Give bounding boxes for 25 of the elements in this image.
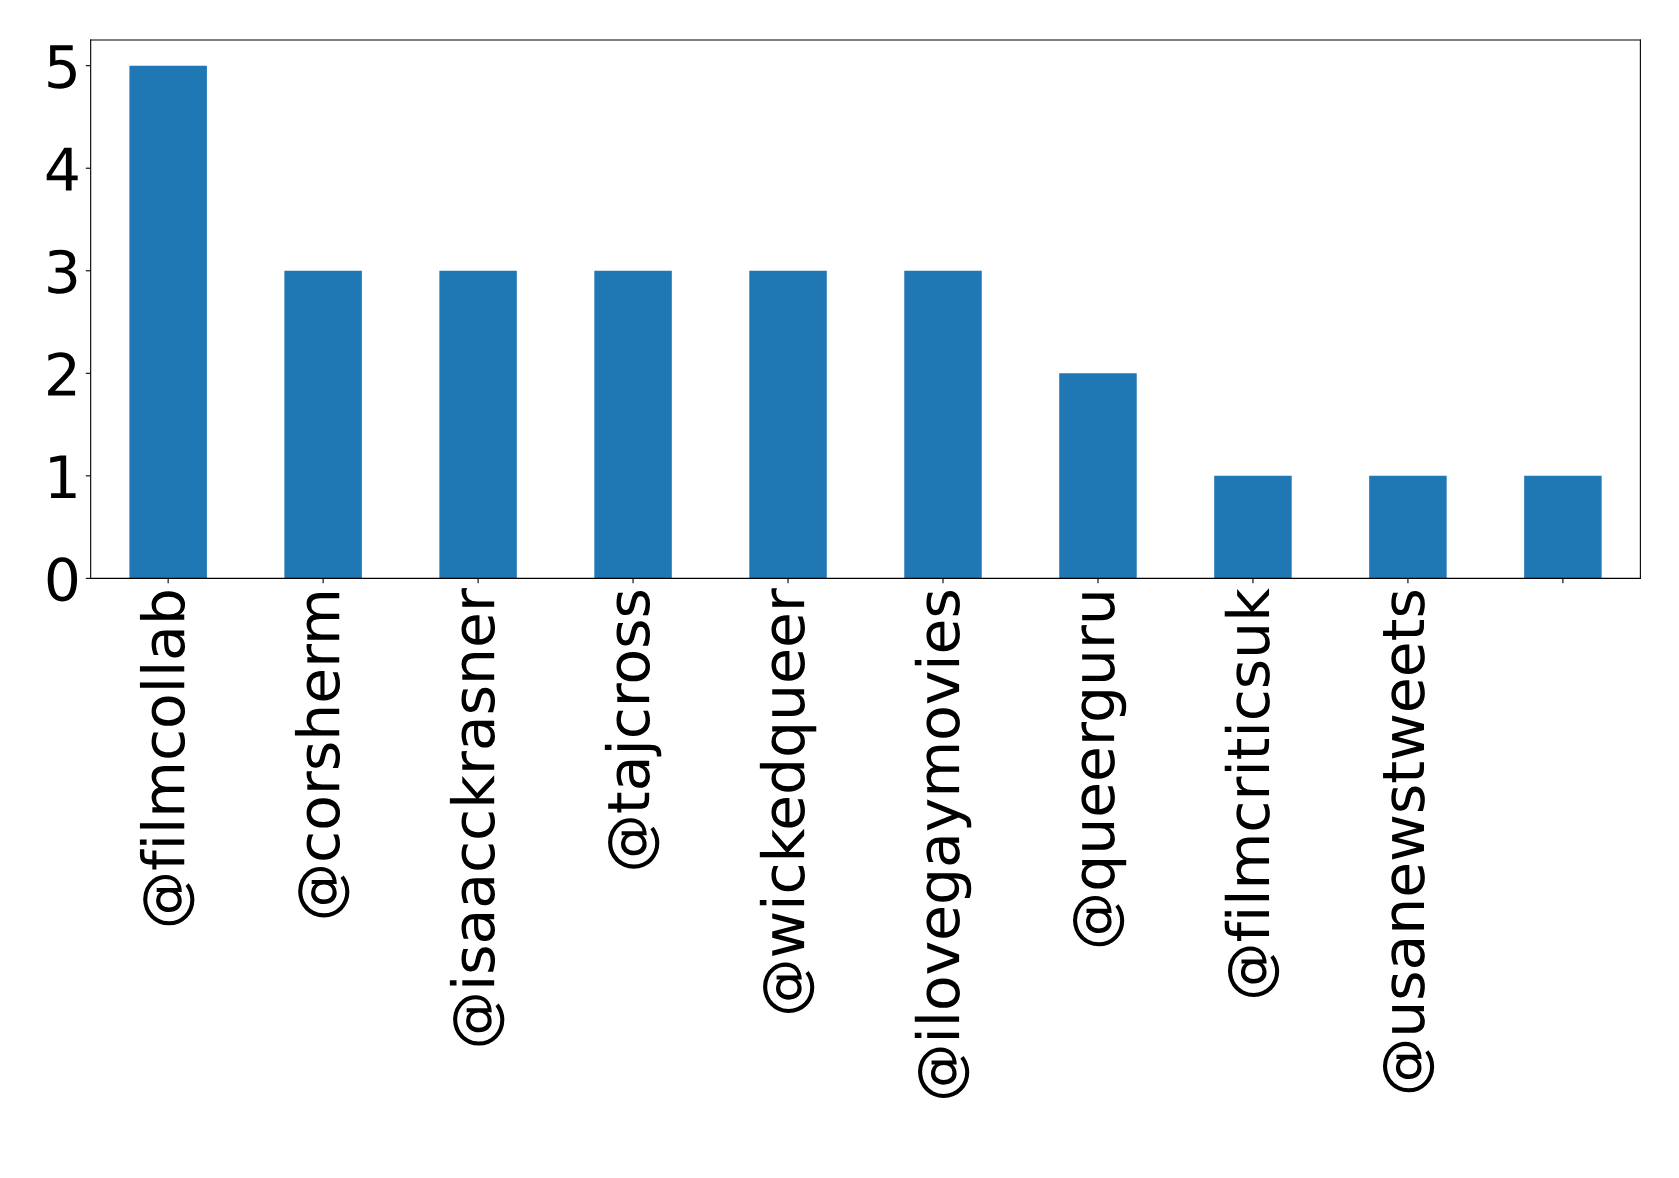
y-tick-label: 2: [48, 352, 76, 396]
x-tick-label: @corsherm: [294, 593, 350, 918]
y-tick-label: 3: [48, 249, 77, 294]
x-tick-label: @ilovegaymovies: [914, 590, 972, 1098]
y-tick-label: 1: [50, 455, 76, 499]
bar: [749, 270, 827, 579]
bar: [1059, 373, 1137, 579]
x-tick-label: @tajcross: [604, 590, 662, 869]
bar: [129, 65, 207, 579]
x-tick-label: @usanewstweets: [1382, 590, 1435, 1093]
x-tick-label: @queerguru: [1073, 593, 1127, 947]
bar: [284, 270, 362, 579]
x-tick-label: @isaacckrasner: [449, 588, 505, 1046]
x-tick-label: @filmcollab: [139, 591, 195, 926]
bar: [594, 270, 672, 579]
bar: [1214, 475, 1292, 579]
bar: [1524, 475, 1602, 579]
y-tick-label: 0: [47, 557, 78, 602]
x-tick-label: @filmcriticsuk: [1224, 588, 1280, 997]
bar: [439, 270, 517, 579]
bar: [1369, 475, 1447, 579]
x-tick-label: @wickedqueer: [759, 588, 817, 1013]
y-tick-label: 4: [46, 147, 78, 191]
bar: [904, 270, 982, 579]
y-tick-label: 5: [48, 45, 76, 89]
